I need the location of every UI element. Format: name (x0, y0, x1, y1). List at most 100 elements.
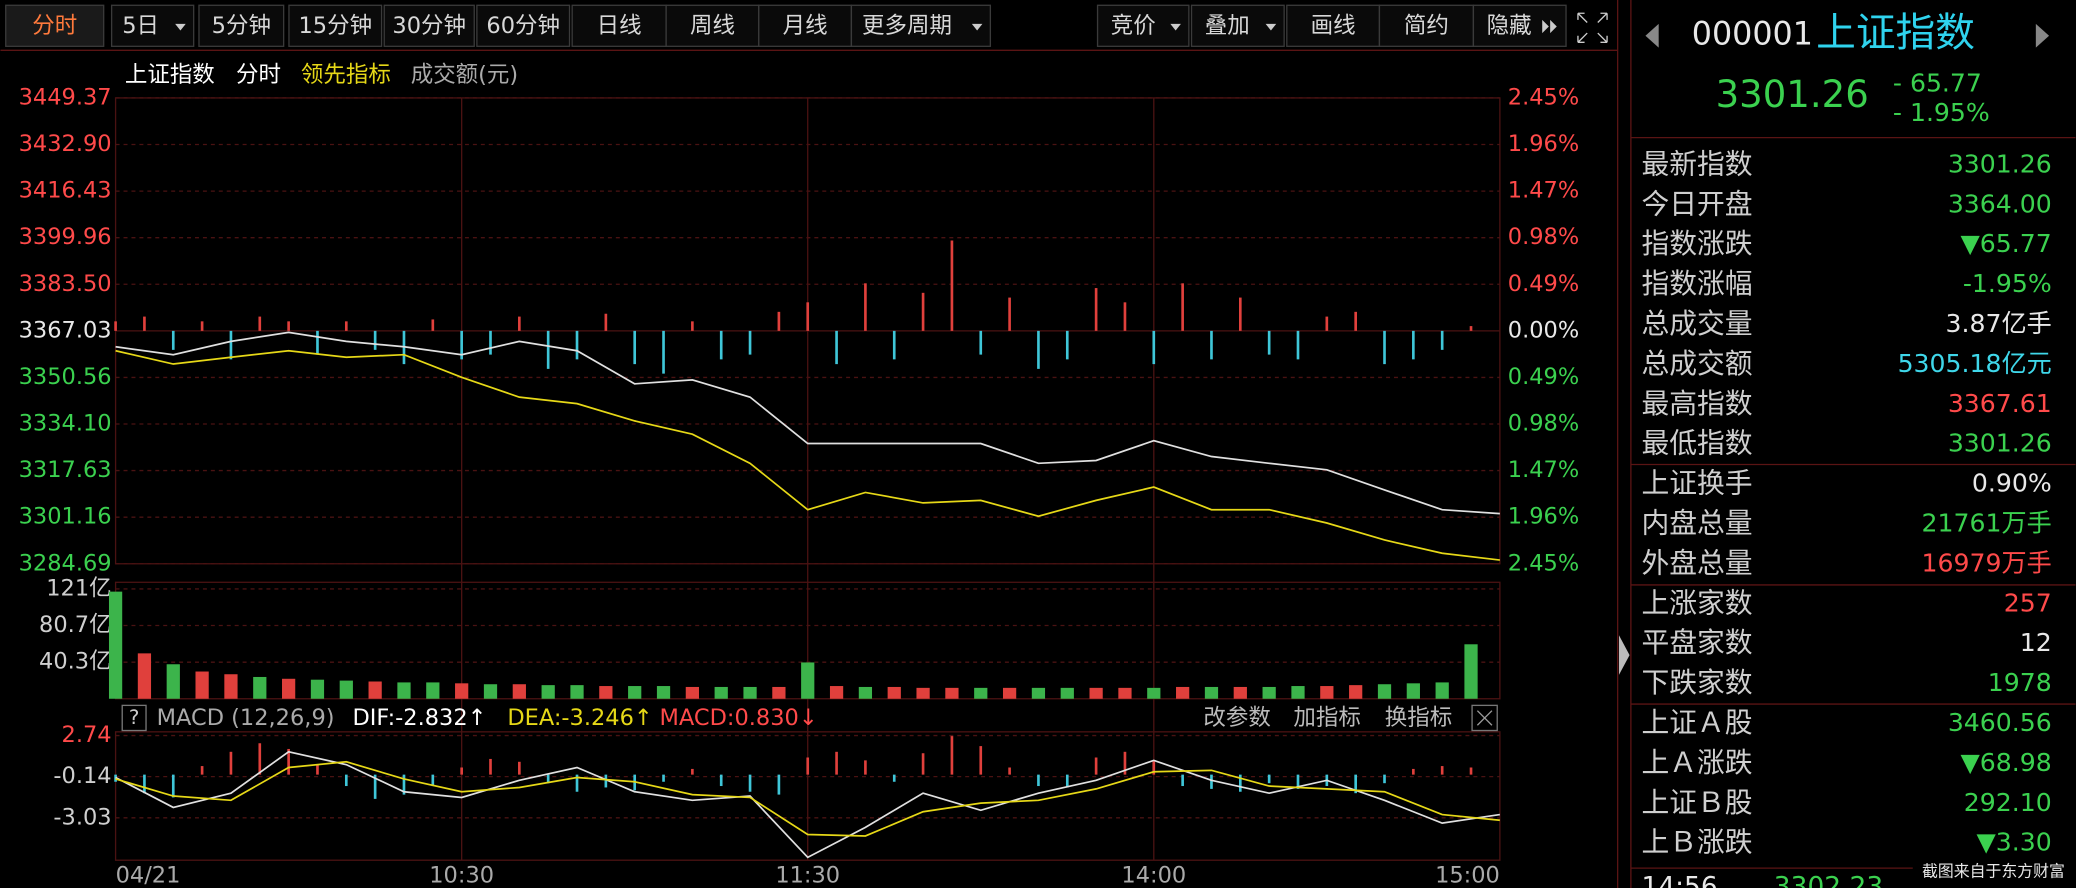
tab-label[interactable]: 月线 (783, 13, 828, 39)
help-label[interactable]: ? (129, 706, 140, 729)
row-label: 下跌家数 (1641, 666, 1752, 699)
panel-toggle[interactable] (1618, 635, 1630, 675)
volume-bar (974, 687, 988, 699)
volume-bar (685, 686, 699, 699)
volume-bar (1204, 686, 1219, 699)
tab-button[interactable] (476, 4, 571, 47)
y-tick-label: 3317.63 (19, 457, 112, 483)
row-value: ▼3.30 (1976, 828, 2051, 857)
volume-bar (512, 684, 526, 699)
tab-button[interactable] (850, 4, 992, 47)
dropdown-arrow[interactable] (971, 23, 983, 31)
tool-label[interactable]: 竞价 (1111, 13, 1156, 39)
tool-label[interactable]: 画线 (1311, 13, 1356, 39)
volume-bar (195, 671, 209, 699)
tool-button[interactable] (1378, 4, 1475, 47)
pct-tick-label: 2.45% (1508, 84, 1579, 110)
tool-button[interactable] (1096, 4, 1190, 47)
x-tick-label: 11:30 (775, 863, 840, 888)
tab-button[interactable] (383, 4, 475, 47)
pct-tick-label: 2.45% (1508, 550, 1579, 576)
prev-arrow[interactable] (1645, 23, 1659, 48)
row-value: 21761万手 (1922, 509, 2052, 538)
x-tick-label: 14:00 (1121, 863, 1186, 888)
legend-label: 分时 (236, 62, 281, 88)
tool-button[interactable] (1286, 4, 1381, 47)
help-box[interactable] (121, 704, 147, 732)
row-value: ▼65.77 (1960, 229, 2051, 258)
volume-bar (339, 680, 353, 699)
volume-bar (1435, 682, 1449, 699)
row-value: 1978 (1988, 668, 2052, 697)
volume-bar (1176, 686, 1190, 699)
tool-label[interactable]: 简约 (1404, 13, 1449, 39)
row-value: -1.95% (1963, 269, 2052, 298)
close-icon[interactable] (1476, 710, 1493, 726)
row-label: 最新指数 (1641, 147, 1752, 180)
row-label: 内盘总量 (1641, 507, 1752, 540)
tab-label[interactable]: 日线 (597, 13, 642, 39)
volume-bar (1147, 687, 1161, 699)
tab-button[interactable] (758, 4, 853, 47)
macd-line (115, 750, 1500, 859)
stock-price: 3301.26 (1716, 73, 1869, 116)
pct-tick-label: 0.00% (1508, 317, 1579, 343)
row-label: 上Ａ涨跌 (1641, 746, 1752, 779)
row-label: 最低指数 (1641, 427, 1752, 460)
row-value: 292.10 (1964, 788, 2052, 817)
y-tick-label: -3.03 (53, 804, 111, 830)
fullscreen-icon[interactable] (1577, 12, 1608, 44)
macd-label: MACD:0.830↓ (660, 705, 818, 731)
close-box[interactable] (1471, 704, 1498, 732)
tool-label[interactable]: 叠加 (1205, 13, 1250, 39)
macd-action[interactable]: 改参数 (1203, 705, 1270, 731)
volume-bar (426, 682, 440, 699)
volume-bar (455, 683, 469, 699)
hide-icon[interactable] (1542, 19, 1557, 34)
tab-label[interactable]: 30分钟 (392, 13, 466, 39)
stock-name: 上证指数 (1816, 10, 1975, 56)
volume-bar (310, 679, 325, 699)
volume-bar (108, 591, 123, 699)
volume-bar (743, 686, 757, 699)
y-tick-label: 40.3亿 (39, 649, 112, 675)
row-value: 3301.26 (1948, 149, 2052, 178)
row-label: 最高指数 (1641, 387, 1752, 420)
tab-label[interactable]: 15分钟 (298, 13, 372, 39)
tab-label[interactable]: 分时 (32, 13, 77, 39)
y-tick-label: 3301.16 (19, 504, 112, 530)
pct-tick-label: 1.96% (1508, 504, 1579, 530)
tool-button[interactable] (1190, 4, 1285, 47)
row-value: 3301.26 (1948, 429, 2052, 458)
dropdown-arrow[interactable] (175, 23, 186, 31)
pct-tick-label: 1.47% (1508, 457, 1579, 483)
macd-action[interactable]: 加指标 (1293, 705, 1360, 731)
row-label: 指数涨幅 (1641, 267, 1752, 300)
volume-bar (224, 674, 238, 699)
watermark: 截图来自于东方财富 (1922, 862, 2065, 881)
tab-label[interactable]: 5日 (122, 13, 159, 39)
dropdown-arrow[interactable] (1265, 23, 1277, 31)
pct-tick-label: 0.49% (1508, 364, 1579, 390)
row-value: 5305.18亿元 (1898, 349, 2052, 378)
tab-button[interactable] (5, 4, 105, 47)
tab-button[interactable] (198, 4, 285, 47)
tab-label[interactable]: 更多周期 (862, 13, 952, 39)
x-tick-label: 04/21 (116, 863, 181, 888)
macd-label: MACD (12,26,9) (157, 705, 335, 731)
tab-button[interactable] (571, 4, 667, 47)
next-arrow[interactable] (2035, 23, 2050, 48)
tab-label[interactable]: 60分钟 (486, 13, 560, 39)
row-label: 上证Ａ股 (1641, 706, 1752, 739)
y-tick-label: 80.7亿 (39, 612, 112, 638)
row-value: 257 (2004, 588, 2052, 617)
dropdown-arrow[interactable] (1170, 23, 1181, 31)
volume-bar (772, 686, 786, 699)
tab-label[interactable]: 5分钟 (212, 13, 271, 39)
tab-button[interactable] (288, 4, 383, 47)
macd-action[interactable]: 换指标 (1385, 705, 1452, 731)
tab-label[interactable]: 周线 (690, 13, 735, 39)
tool-label[interactable]: 隐藏 (1487, 13, 1532, 39)
